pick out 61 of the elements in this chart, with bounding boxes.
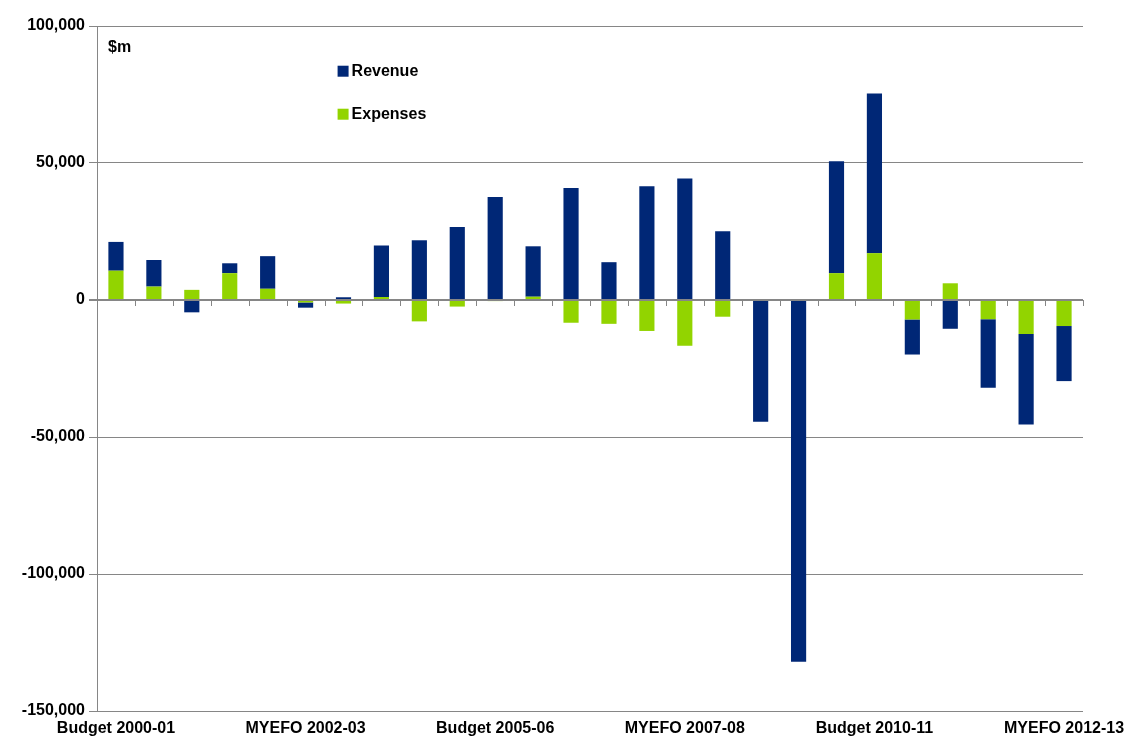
y-axis-title: $m xyxy=(108,38,132,56)
y-tick-label: -100,000 xyxy=(21,564,86,582)
x-tick-label: MYEFO 2012-13 xyxy=(1004,719,1125,737)
bar xyxy=(373,296,390,299)
bar xyxy=(222,273,238,299)
y-tick-label: 50,000 xyxy=(36,153,86,171)
bar xyxy=(677,178,693,299)
y-tick-label: 100,000 xyxy=(27,16,86,34)
bar xyxy=(1018,333,1034,425)
bar xyxy=(866,93,883,254)
x-tick-label: MYEFO 2007-08 xyxy=(624,719,745,737)
bar xyxy=(260,256,276,289)
bar xyxy=(904,319,920,355)
bar xyxy=(980,301,996,320)
bar xyxy=(108,270,124,299)
x-tick-label: Budget 2010-11 xyxy=(815,719,934,737)
bar xyxy=(866,253,883,299)
bar xyxy=(449,227,465,299)
bar xyxy=(373,245,390,297)
x-tick-label: Budget 2000-01 xyxy=(56,719,176,737)
bar xyxy=(1056,301,1072,327)
bar xyxy=(222,263,238,274)
bar xyxy=(715,231,731,299)
bar xyxy=(146,260,162,287)
bar xyxy=(260,288,276,299)
x-tick-label: MYEFO 2002-03 xyxy=(245,719,366,737)
bar xyxy=(411,301,427,322)
bar xyxy=(335,301,352,304)
bar xyxy=(942,283,958,299)
bar xyxy=(487,196,503,299)
bar xyxy=(715,301,731,317)
bar xyxy=(790,301,807,662)
y-tick-label: 0 xyxy=(76,290,86,308)
bar xyxy=(146,286,162,299)
bar xyxy=(639,301,655,331)
x-tick-label: Budget 2005-06 xyxy=(436,719,555,737)
y-tick-label: -150,000 xyxy=(21,701,86,719)
bar xyxy=(828,161,845,274)
legend-label: Expenses xyxy=(351,104,427,122)
bar xyxy=(980,319,996,388)
bar xyxy=(828,273,845,299)
bar xyxy=(297,302,314,308)
bar xyxy=(753,301,769,422)
legend-label: Revenue xyxy=(351,61,419,79)
bar xyxy=(942,301,958,329)
bar xyxy=(184,289,200,299)
bar xyxy=(563,301,579,323)
bar xyxy=(639,186,655,299)
bar xyxy=(601,301,617,324)
bar xyxy=(601,262,617,299)
bar xyxy=(525,246,541,297)
bar xyxy=(1056,326,1072,382)
bar xyxy=(411,240,427,299)
bar xyxy=(904,301,920,320)
bar xyxy=(108,241,124,271)
bar xyxy=(1018,301,1034,334)
bar xyxy=(449,301,465,307)
bar xyxy=(563,187,579,299)
bar xyxy=(677,301,693,346)
bar xyxy=(184,301,200,313)
y-tick-label: -50,000 xyxy=(30,427,86,445)
